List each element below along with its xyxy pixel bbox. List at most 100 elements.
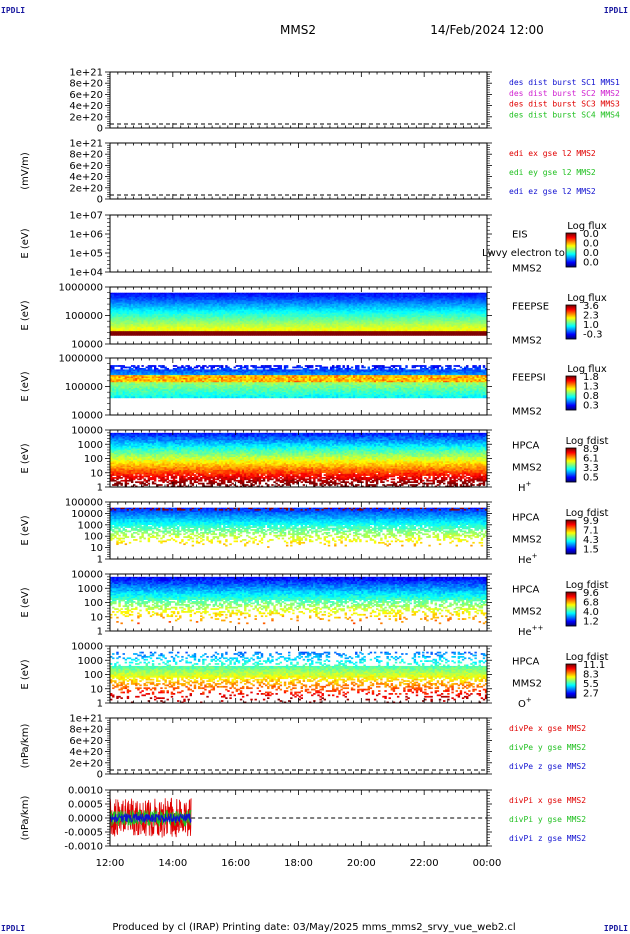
divpi-ytick: 0.0005	[68, 800, 103, 811]
edi-ytick: 2e+20	[69, 183, 103, 194]
edi-ylabel: (mV/m)	[20, 152, 31, 190]
des-ytick: 0	[97, 124, 103, 135]
feepse-ytick: 10000	[71, 340, 103, 351]
hpca_h-ytick: 1000	[78, 440, 103, 451]
divpi-ytick: 0.0000	[68, 814, 103, 825]
edi-frame	[110, 143, 487, 199]
eis-ytick: 1e+04	[69, 268, 103, 279]
des-ytick: 8e+20	[69, 79, 103, 90]
hpca_he-sc-label: MMS2	[512, 535, 542, 546]
des-ytick: 4e+20	[69, 101, 103, 112]
eis-instrument-label: EIS	[512, 230, 528, 241]
des-ytick: 1e+21	[69, 68, 103, 79]
feepsi-ylabel: E (eV)	[20, 371, 31, 401]
hpca_hepp-cbar-tick: 1.2	[583, 617, 599, 628]
divpe-frame	[110, 718, 487, 774]
hpca_he-ytick: 10000	[71, 509, 103, 520]
hpca_o-instrument-label: HPCA	[512, 657, 540, 668]
des-legend-item: des dist burst SC4 MMS4	[509, 110, 620, 119]
hpca_he-species-label: He+	[518, 552, 538, 566]
x-tick-label: 18:00	[284, 858, 313, 869]
hpca_o-ytick: 10000	[71, 642, 103, 653]
edi-ytick: 4e+20	[69, 172, 103, 183]
divpi-ytick: -0.0005	[64, 828, 103, 839]
hpca_h-ytick: 10000	[71, 426, 103, 437]
edi-legend-item: edi ex gse l2 MMS2	[509, 149, 596, 158]
hpca_he-ylabel: E (eV)	[20, 515, 31, 545]
hpca_h-species-label: H+	[518, 480, 532, 494]
hpca_hepp-instrument-label: HPCA	[512, 585, 540, 596]
x-tick-label: 12:00	[96, 858, 125, 869]
divpe-ytick: 8e+20	[69, 725, 103, 736]
hpca_hepp-ylabel: E (eV)	[20, 587, 31, 617]
hpca_he-ytick: 1	[97, 555, 103, 566]
eis-overlay-text: Lwvy electron to	[482, 248, 565, 259]
des-frame	[110, 72, 487, 128]
divpe-legend-item: divPe z gse MMS2	[509, 762, 586, 771]
hpca_h-sc-label: MMS2	[512, 463, 542, 474]
hpca_h-ylabel: E (eV)	[20, 443, 31, 473]
feepsi-ytick: 1000000	[58, 354, 103, 365]
divpi-legend-item: divPi z gse MMS2	[509, 834, 586, 843]
des-legend-item: des dist burst SC1 MMS1	[509, 78, 620, 87]
divpe-ytick: 1e+21	[69, 714, 103, 725]
hpca_hepp-ytick: 100	[84, 598, 103, 609]
divpi-legend-item: divPi x gse MMS2	[509, 796, 586, 805]
hpca_o-ytick: 1	[97, 699, 103, 710]
hpca_he-ytick: 100000	[65, 498, 103, 509]
hpca_h-ytick: 100	[84, 454, 103, 465]
hpca_h-cbar-tick: 0.5	[583, 473, 599, 484]
eis-ylabel: E (eV)	[20, 228, 31, 258]
hpca_he-cbar-tick: 1.5	[583, 545, 599, 556]
hpca_he-ytick: 1000	[78, 520, 103, 531]
hpca_he-ytick: 100	[84, 532, 103, 543]
hpca_hepp-ytick: 1	[97, 627, 103, 638]
des-ytick: 2e+20	[69, 112, 103, 123]
des-legend-item: des dist burst SC3 MMS3	[509, 100, 620, 109]
feepse-sc-label: MMS2	[512, 336, 542, 347]
hpca_hepp-ytick: 10	[90, 612, 103, 623]
divpi-legend-item: divPi y gse MMS2	[509, 815, 586, 824]
hpca_h-ytick: 10	[90, 468, 103, 479]
x-tick-label: 00:00	[473, 858, 502, 869]
feepse-ylabel: E (eV)	[20, 300, 31, 330]
panel-divpi: 0.00100.00050.0000-0.0005-0.0010(nPa/km)…	[20, 786, 586, 853]
hpca_o-cbar-tick: 2.7	[583, 689, 599, 700]
spacecraft-title: MMS2	[280, 23, 316, 37]
hpca_o-ytick: 100	[84, 670, 103, 681]
hpca_o-ytick: 1000	[78, 656, 103, 667]
des-legend-item: des dist burst SC2 MMS2	[509, 89, 620, 98]
feepse-cbar-tick: -0.3	[583, 330, 603, 341]
eis-ytick: 1e+05	[69, 249, 103, 260]
hpca_o-species-label: O+	[518, 696, 532, 710]
feepse-instrument-label: FEEPSE	[512, 302, 549, 313]
divpe-ylabel: (nPa/km)	[20, 724, 31, 769]
edi-ytick: 6e+20	[69, 161, 103, 172]
eis-frame	[110, 215, 487, 272]
divpe-ytick: 2e+20	[69, 758, 103, 769]
edi-legend-item: edi ey gse l2 MMS2	[509, 168, 596, 177]
divpe-ytick: 4e+20	[69, 747, 103, 758]
divpi-ylabel: (nPa/km)	[20, 796, 31, 841]
divpe-ytick: 6e+20	[69, 736, 103, 747]
x-tick-label: 22:00	[410, 858, 439, 869]
feepsi-ytick: 100000	[65, 382, 103, 393]
feepsi-sc-label: MMS2	[512, 407, 542, 418]
hpca_h-instrument-label: HPCA	[512, 441, 540, 452]
edi-legend-item: edi ez gse l2 MMS2	[509, 187, 596, 196]
hpca_o-sc-label: MMS2	[512, 679, 542, 690]
x-tick-label: 16:00	[221, 858, 250, 869]
edi-ytick: 8e+20	[69, 150, 103, 161]
feepsi-ytick: 10000	[71, 411, 103, 422]
feepsi-cbar-tick: 0.3	[583, 401, 599, 412]
eis-ytick: 1e+07	[69, 211, 103, 222]
hpca_hepp-species-label: He++	[518, 624, 544, 638]
divpi-ytick: 0.0010	[68, 786, 103, 797]
